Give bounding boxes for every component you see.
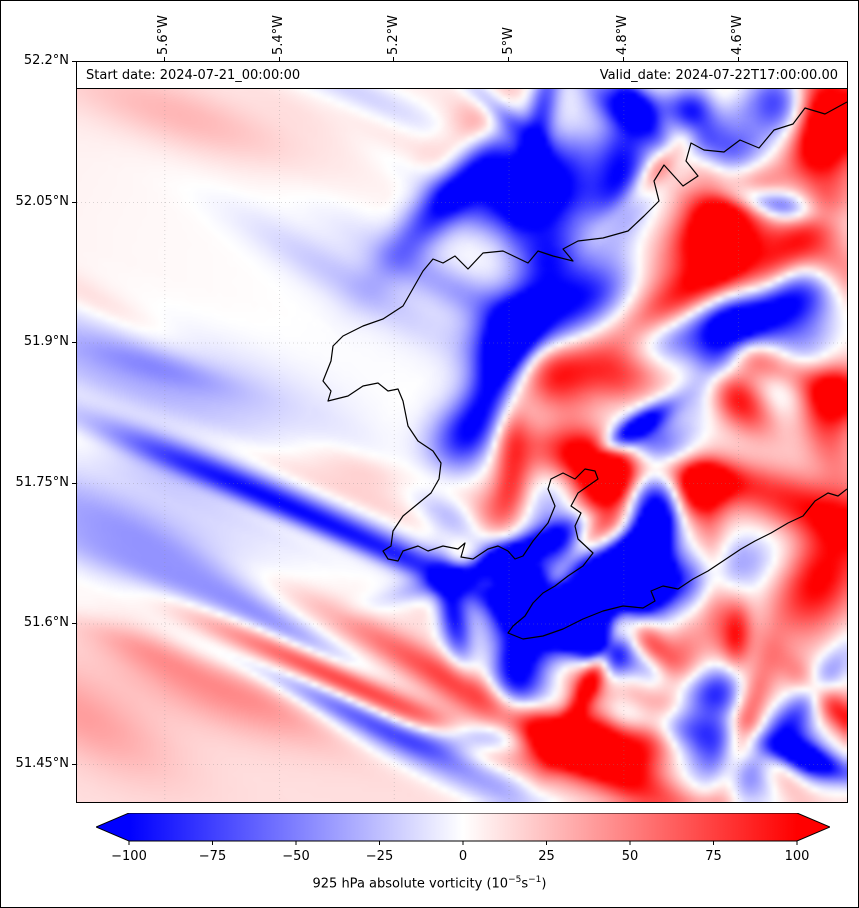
y-axis-tick-label: 51.75°N: [15, 474, 69, 490]
colorbar-label-mid: s: [521, 876, 529, 892]
y-axis-tick-mark: [72, 61, 76, 62]
colorbar-tick-label: 25: [538, 849, 555, 864]
colorbar-tick-label: 0: [458, 849, 468, 864]
colorbar-tick-label: −75: [198, 849, 227, 864]
y-axis-tick-mark: [72, 482, 76, 484]
colorbar-tick-label: 50: [621, 849, 639, 864]
valid-date-label: Valid_date: 2024-07-22T17:00:00.00: [599, 67, 838, 83]
y-axis-tick-label: 52.05°N: [15, 193, 69, 209]
y-axis-tick-label: 52.2°N: [23, 53, 69, 68]
x-axis-tick-mark: [393, 57, 395, 61]
x-axis-tick-label: 5°W: [500, 27, 516, 55]
y-axis-tick-mark: [72, 201, 76, 203]
y-axis-tick-mark: [72, 623, 76, 625]
y-axis-tick-mark: [72, 342, 76, 343]
start-date-label: Start date: 2024-07-21_00:00:00: [86, 67, 301, 83]
colorbar-tick-label: 100: [784, 849, 810, 864]
colorbar-label-prefix: 925 hPa absolute vorticity (10: [312, 876, 509, 892]
y-axis-tick-label: 51.45°N: [15, 755, 69, 771]
colorbar-label-sup1: −5: [508, 875, 522, 885]
colorbar-label: 925 hPa absolute vorticity (10−5s−1): [1, 875, 858, 891]
x-axis-tick-label: 5.4°W: [271, 14, 287, 55]
title-strip: Start date: 2024-07-21_00:00:00 Valid_da…: [77, 62, 847, 89]
colorbar-tick-label: −100: [111, 849, 147, 864]
colorbar-tick-label: −50: [282, 849, 310, 864]
x-axis-tick-mark: [278, 57, 280, 61]
y-axis-tick-label: 51.6°N: [23, 615, 69, 631]
y-axis-tick-mark: [72, 763, 76, 765]
y-axis-tick-label: 51.9°N: [23, 334, 69, 349]
colorbar: −100 −75 −50 −25 0 25 50 75 100: [94, 812, 832, 873]
vorticity-field-canvas: [77, 62, 847, 802]
x-axis-tick-label: 4.8°W: [615, 14, 631, 55]
colorbar-label-sup2: −1: [528, 875, 542, 885]
x-axis-tick-mark: [622, 57, 624, 61]
x-axis-tick-mark: [737, 57, 739, 61]
colorbar-label-suffix: ): [541, 876, 547, 892]
x-axis-tick-label: 4.6°W: [730, 14, 746, 55]
colorbar-gradient: [94, 812, 832, 845]
x-axis-tick-mark: [508, 57, 510, 61]
colorbar-tick-label: −25: [365, 849, 394, 864]
colorbar-tick-label: 75: [705, 849, 722, 864]
x-axis-tick-mark: [163, 57, 165, 61]
map-plot-area: Start date: 2024-07-21_00:00:00 Valid_da…: [76, 61, 848, 803]
x-axis-tick-label: 5.6°W: [156, 14, 172, 55]
colorbar-body: [94, 812, 832, 842]
x-axis-tick-label: 5.2°W: [385, 14, 401, 55]
